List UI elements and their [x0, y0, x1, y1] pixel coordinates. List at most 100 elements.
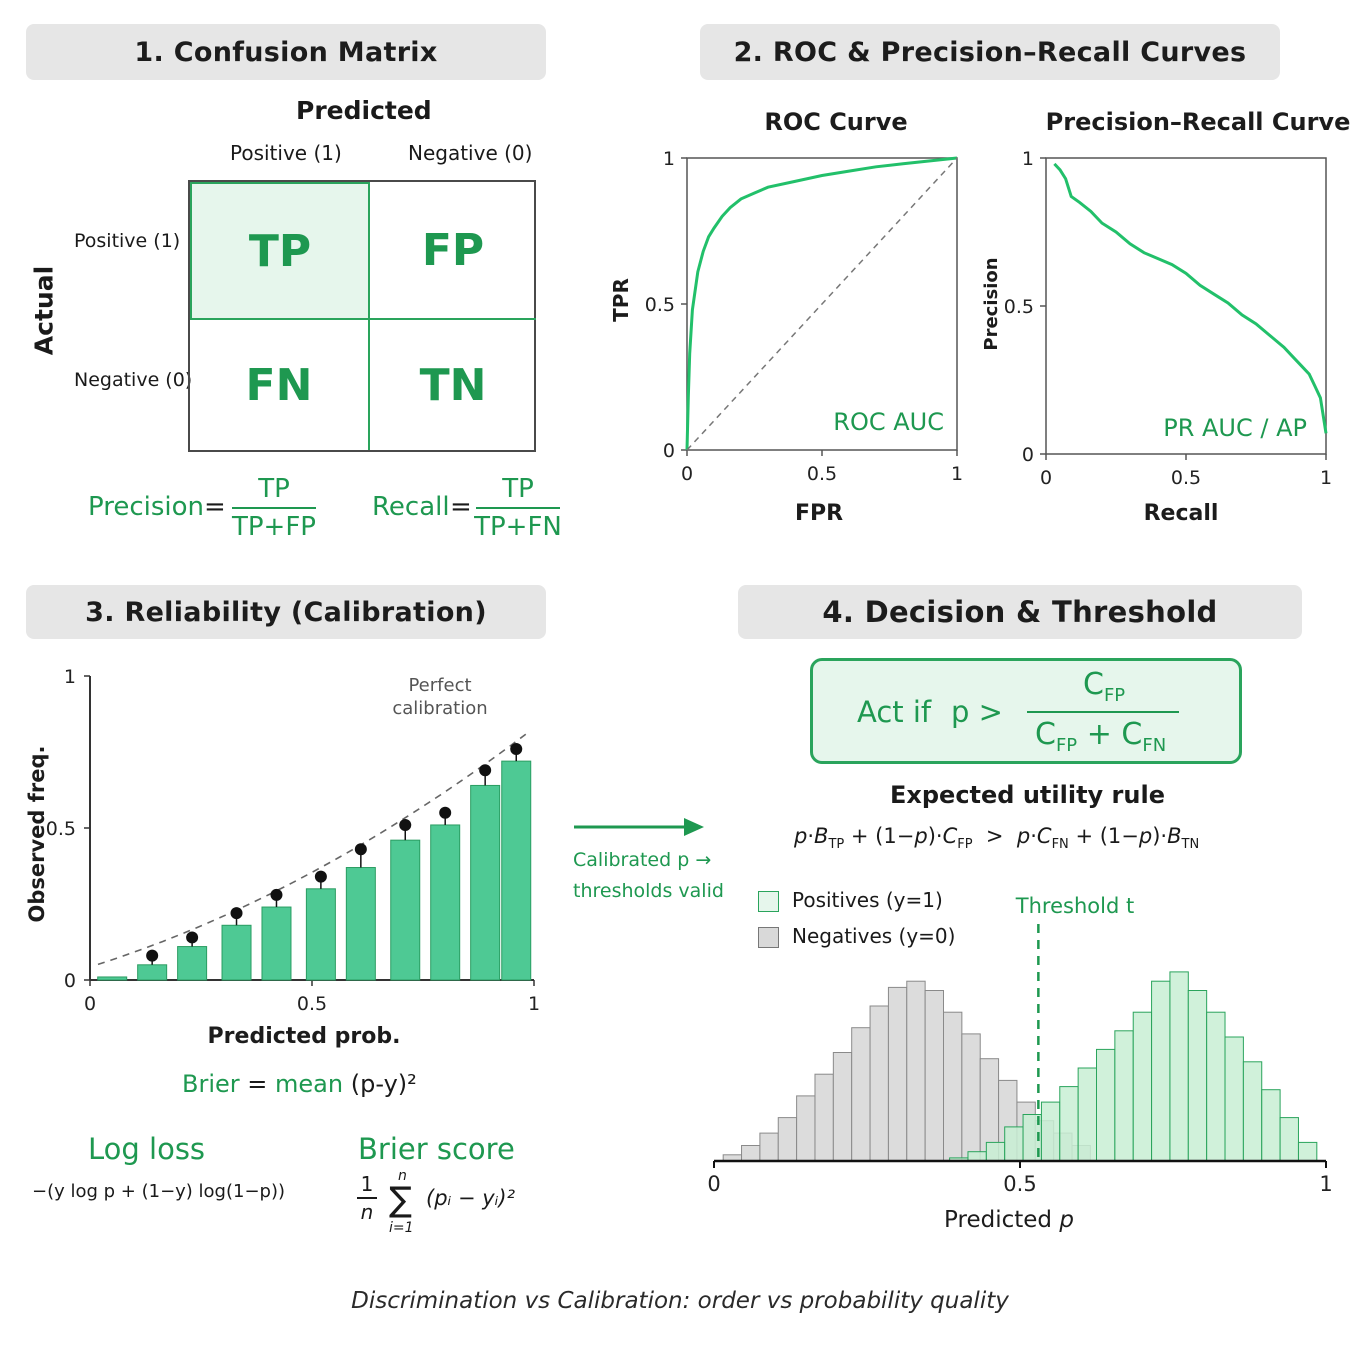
recall-label: Recall — [372, 492, 450, 522]
roc-chart: ROC Curve 0 0.5 1 0 0.5 1 FPR TPR ROC AUC — [609, 108, 963, 526]
neg-bar — [796, 1095, 816, 1162]
neg-bar — [961, 1033, 981, 1162]
calib-ytick-label: 0 — [64, 970, 76, 992]
pos-bar — [1040, 1101, 1061, 1162]
roc-title: ROC Curve — [764, 108, 907, 136]
calib-dot — [230, 907, 243, 920]
u-b1-sub: TP — [828, 837, 845, 853]
pos-bar — [1114, 1030, 1134, 1162]
calib-bar — [261, 906, 292, 981]
u-close1: )· — [927, 824, 943, 848]
roc-ytick-label: 0 — [663, 440, 675, 462]
precision-fraction: TP TP+FP — [232, 474, 316, 542]
perfect-calibration-label-1: Perfect — [408, 675, 471, 696]
precision-numerator: TP — [258, 474, 290, 504]
arrow-right-icon — [574, 818, 704, 836]
u-b2-sub: TN — [1181, 837, 1200, 853]
utility-title: Expected utility rule — [890, 781, 1165, 809]
footer-caption: Discrimination vs Calibration: order vs … — [351, 1288, 1009, 1314]
roc-ytick-label: 1 — [663, 148, 675, 170]
pos-bar — [1004, 1126, 1024, 1162]
u-close2: )· — [1152, 824, 1168, 848]
cell-fn: FN — [190, 320, 370, 450]
calib-dot — [510, 742, 523, 755]
perfect-calibration-label-2: calibration — [392, 698, 487, 719]
precision-fraction-bar — [232, 507, 316, 509]
act-if-label: Act if — [857, 695, 932, 729]
pr-curve — [1053, 162, 1328, 434]
calib-dot — [314, 870, 327, 883]
arrow-caption-line1: Calibrated p → — [573, 849, 712, 871]
neg-bar — [814, 1073, 834, 1162]
pr-ylabel: Precision — [981, 257, 1002, 350]
section-header-calibration: 3. Reliability (Calibration) — [26, 585, 546, 639]
calib-xtick-label: 0 — [84, 993, 96, 1015]
pos-bar — [967, 1151, 987, 1162]
decision-rule-box: Act if p > CFP CFP + CFN — [810, 658, 1242, 764]
calib-dot — [439, 806, 452, 819]
recall-fraction-bar — [476, 507, 560, 509]
precision-denominator: TP+FP — [232, 512, 316, 542]
predicted-label: Predicted — [296, 96, 432, 125]
hist-xtick-label: 0.5 — [1003, 1172, 1036, 1196]
pos-bar — [1187, 990, 1208, 1162]
u-c1-sub: FP — [957, 837, 973, 853]
roc-plot-area: 0 0.5 1 0 0.5 1 — [645, 148, 963, 485]
u-c2-sub: FN — [1051, 837, 1069, 853]
pr-xlabel: Recall — [1144, 501, 1219, 526]
pos-bar — [1169, 971, 1189, 1162]
u-p3: p — [1016, 824, 1031, 848]
brier-term: (pᵢ − yᵢ)² — [426, 1186, 516, 1210]
neg-bar — [887, 986, 908, 1162]
calib-dot — [270, 888, 283, 901]
neg-bar — [869, 1005, 889, 1162]
brier-sum-bottom: i=1 — [389, 1220, 414, 1236]
utility-formula: p·BTP + (1−p)·CFP > p·CFN + (1−p)·BTN — [794, 824, 1199, 852]
xlabel-main: Predicted — [944, 1207, 1059, 1233]
score-histogram: 0 0.5 1 Threshold t Predicted p — [707, 894, 1333, 1233]
legend-positives-label: Positives (y=1) — [792, 888, 943, 912]
neg-bar — [832, 1052, 853, 1162]
pos-bar — [1132, 1011, 1153, 1162]
neg-bar — [759, 1132, 779, 1162]
calib-bar — [345, 867, 376, 981]
cell-fp: FP — [370, 182, 536, 320]
hist-xtick-label: 1 — [1319, 1172, 1332, 1196]
roc-curve — [685, 156, 958, 451]
recall-denominator: TP+FN — [474, 512, 562, 542]
pr-xtick-label: 0.5 — [1171, 467, 1201, 489]
den-plus: + — [1077, 717, 1122, 752]
pr-frame — [1045, 157, 1327, 455]
calib-dot — [354, 843, 367, 856]
calib-xtick-label: 0.5 — [297, 993, 327, 1015]
recall-fraction: TP TP+FN — [474, 474, 562, 542]
u-gt: > — [972, 824, 1017, 848]
pr-xtick-label: 1 — [1320, 467, 1332, 489]
neg-bar — [741, 1145, 761, 1162]
calib-bar — [305, 888, 336, 981]
u-c2: C — [1036, 824, 1052, 848]
brier-frac-bar — [357, 1197, 377, 1199]
brier-equation: Brier = mean (p-y)² — [182, 1070, 417, 1098]
den-c-fp-sub: FP — [1055, 735, 1078, 756]
brier-sigma: ∑ — [389, 1180, 412, 1220]
histogram-plot-area: 0 0.5 1 — [707, 924, 1333, 1196]
hist-xtick-label: 0 — [707, 1172, 720, 1196]
cell-tn: TN — [419, 359, 487, 411]
recall-numerator: TP — [502, 474, 534, 504]
brier-frac-denominator: n — [360, 1199, 374, 1224]
u-p1: p — [794, 824, 808, 848]
num-c: C — [1083, 667, 1104, 702]
pos-bar — [1279, 1117, 1299, 1162]
pr-ytick-label: 1 — [1022, 148, 1034, 170]
u-p4: p — [1138, 824, 1153, 848]
section-header-decision: 4. Decision & Threshold — [738, 585, 1302, 639]
roc-ylabel: TPR — [609, 278, 633, 322]
calib-dot — [479, 764, 492, 777]
calib-bar — [430, 824, 461, 981]
roc-ytick-label: 0.5 — [645, 294, 675, 316]
calib-bar — [390, 839, 421, 981]
confusion-matrix: TP FP FN TN — [188, 180, 536, 452]
cell-tp: TP — [190, 182, 370, 320]
legend-negatives-label: Negatives (y=0) — [792, 924, 956, 948]
